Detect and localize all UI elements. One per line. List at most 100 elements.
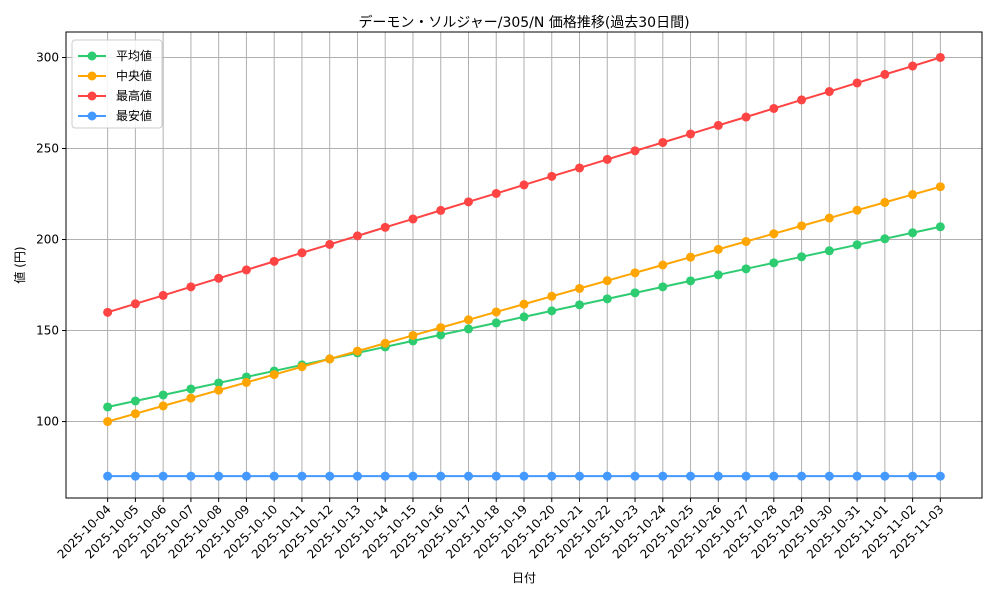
data-point <box>658 471 668 481</box>
data-point <box>325 471 335 481</box>
data-point <box>908 471 918 481</box>
data-point <box>297 248 307 258</box>
data-point <box>214 471 224 481</box>
data-point <box>880 197 890 207</box>
data-point <box>214 385 224 395</box>
data-point <box>575 163 585 173</box>
data-point <box>769 229 779 239</box>
data-point <box>491 471 501 481</box>
data-point <box>908 228 918 238</box>
y-tick-label: 100 <box>36 415 59 429</box>
data-point <box>824 471 834 481</box>
data-point <box>602 276 612 286</box>
data-point <box>463 471 473 481</box>
data-point <box>713 471 723 481</box>
data-point <box>686 252 696 262</box>
data-point <box>824 213 834 223</box>
data-point <box>880 69 890 79</box>
data-point <box>935 471 945 481</box>
data-point <box>241 377 251 387</box>
data-point <box>463 197 473 207</box>
data-point <box>547 306 557 316</box>
series-layer <box>103 52 945 481</box>
data-point <box>325 239 335 249</box>
legend-label: 最高値 <box>116 88 152 103</box>
data-point <box>436 471 446 481</box>
data-point <box>630 471 640 481</box>
data-point <box>297 471 307 481</box>
data-point <box>214 378 224 388</box>
data-point <box>380 222 390 232</box>
data-point <box>352 231 362 241</box>
data-point <box>852 78 862 88</box>
data-point <box>852 240 862 250</box>
data-point <box>658 282 668 292</box>
data-point <box>575 471 585 481</box>
data-point <box>519 180 529 190</box>
data-point <box>547 171 557 181</box>
y-tick-label: 150 <box>36 324 59 338</box>
data-point <box>158 290 168 300</box>
data-point <box>186 471 196 481</box>
data-point <box>491 307 501 317</box>
data-point <box>158 401 168 411</box>
data-point <box>686 276 696 286</box>
data-point <box>130 409 140 419</box>
legend-marker <box>87 51 97 61</box>
data-point <box>297 362 307 372</box>
data-point <box>741 264 751 274</box>
data-point <box>269 256 279 266</box>
data-point <box>352 346 362 356</box>
data-point <box>186 282 196 292</box>
data-point <box>575 300 585 310</box>
data-point <box>103 417 113 427</box>
data-point <box>214 273 224 283</box>
data-point <box>797 471 807 481</box>
data-point <box>491 188 501 198</box>
data-point <box>408 330 418 340</box>
legend-label: 平均値 <box>116 48 152 63</box>
data-point <box>519 471 529 481</box>
data-point <box>769 258 779 268</box>
series-最高値 <box>103 52 945 317</box>
data-point <box>519 299 529 309</box>
data-point <box>103 402 113 412</box>
data-point <box>380 471 390 481</box>
data-point <box>325 354 335 364</box>
data-point <box>908 190 918 200</box>
data-point <box>797 95 807 105</box>
data-point <box>935 52 945 62</box>
data-point <box>686 471 696 481</box>
data-point <box>852 205 862 215</box>
y-tick-label: 200 <box>36 233 59 247</box>
data-point <box>880 234 890 244</box>
data-point <box>130 471 140 481</box>
series-最安値 <box>103 471 945 481</box>
data-point <box>769 103 779 113</box>
data-point <box>797 252 807 262</box>
data-point <box>713 244 723 254</box>
data-point <box>380 338 390 348</box>
data-point <box>103 471 113 481</box>
chart-title: デーモン・ソルジャー/305/N 価格推移(過去30日間) <box>358 14 689 31</box>
data-point <box>408 471 418 481</box>
y-tick-label: 300 <box>36 50 59 64</box>
data-point <box>741 112 751 122</box>
data-point <box>436 205 446 215</box>
x-axis-label: 日付 <box>512 571 536 585</box>
data-point <box>797 221 807 231</box>
data-point <box>880 471 890 481</box>
series-中央値 <box>103 182 945 427</box>
data-point <box>436 323 446 333</box>
data-point <box>575 283 585 293</box>
data-point <box>158 390 168 400</box>
data-point <box>935 222 945 232</box>
data-point <box>630 288 640 298</box>
y-axis-label: 値 (円) <box>12 246 27 283</box>
data-point <box>908 61 918 71</box>
data-point <box>130 299 140 309</box>
data-point <box>602 294 612 304</box>
data-point <box>463 315 473 325</box>
